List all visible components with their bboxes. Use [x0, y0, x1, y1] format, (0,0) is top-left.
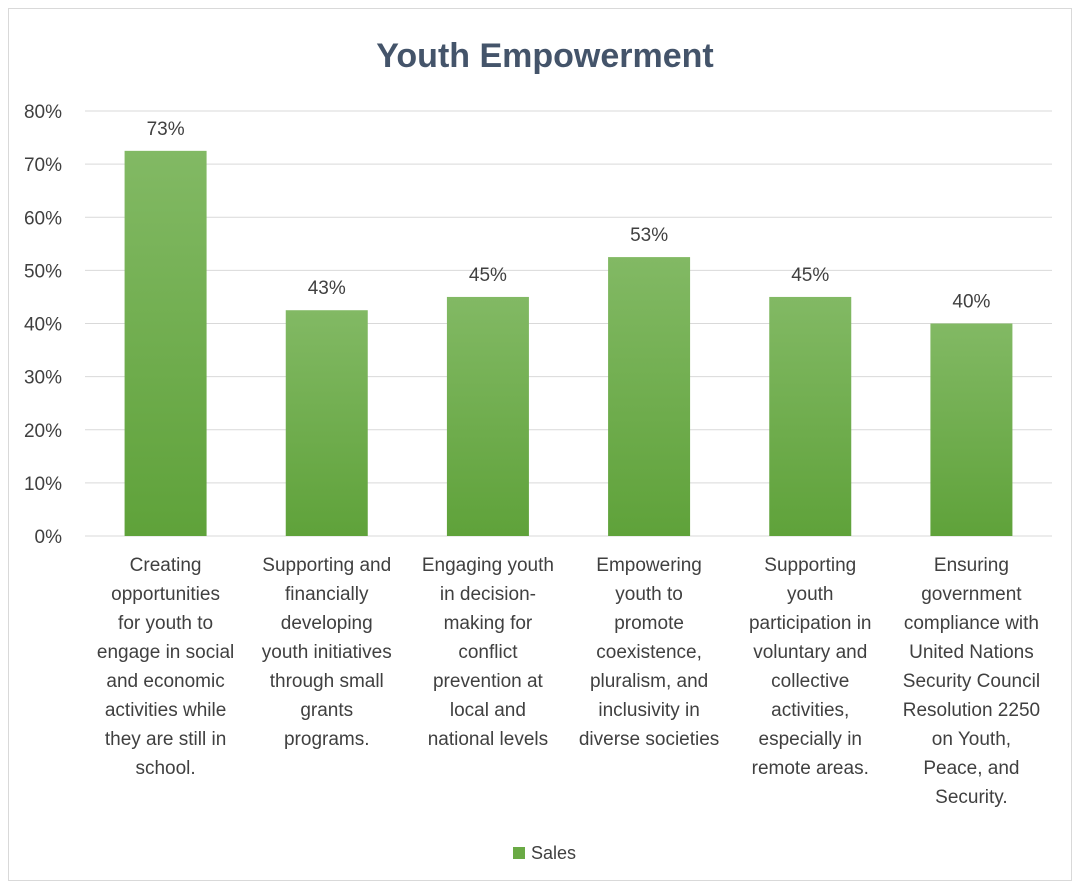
bar [124, 150, 207, 536]
x-category-label: Supporting and financially developing youth… [262, 555, 392, 750]
bar [285, 310, 368, 536]
gridlines [85, 110, 1052, 537]
y-tick-label: 40% [24, 315, 62, 336]
bar [930, 323, 1013, 536]
y-tick-label: 60% [24, 208, 62, 229]
x-category-label: Creating opportunities for youth to engage … [97, 555, 234, 779]
data-label: 45% [791, 265, 829, 286]
y-tick-label: 30% [24, 368, 62, 389]
chart-title: Youth Empowerment [376, 37, 714, 75]
x-category-label: Supporting youth participation in voluntary… [749, 555, 872, 779]
data-label: 53% [630, 225, 668, 246]
bar [608, 257, 691, 536]
data-labels: 73% 43% 45% 53% 45% 40% [147, 119, 991, 313]
x-axis-categories: Creating opportunities for youth to engage … [97, 555, 1040, 808]
bar [446, 296, 529, 536]
y-tick-label: 20% [24, 421, 62, 442]
y-tick-label: 10% [24, 474, 62, 495]
data-label: 43% [308, 278, 346, 299]
y-tick-label: 80% [24, 102, 62, 123]
bar [769, 296, 852, 536]
data-label: 40% [952, 292, 990, 313]
y-tick-label: 70% [24, 155, 62, 176]
data-label: 45% [469, 265, 507, 286]
legend-swatch-sales [513, 847, 525, 859]
x-category-label: Empowering youth to promote coexistence, plu… [579, 555, 719, 750]
data-label: 73% [147, 119, 185, 140]
legend: Sales [513, 843, 576, 863]
y-tick-label: 50% [24, 261, 62, 282]
x-category-label: Engaging youth in decision-making for conf… [422, 555, 554, 750]
x-category-label: Ensuring government compliance with United … [903, 555, 1040, 808]
y-tick-label: 0% [35, 527, 63, 548]
y-axis-ticks: 0% 10% 20% 30% 40% 50% 60% 70% 80% [24, 102, 62, 548]
bars [124, 150, 1013, 536]
legend-label-sales: Sales [531, 843, 576, 863]
